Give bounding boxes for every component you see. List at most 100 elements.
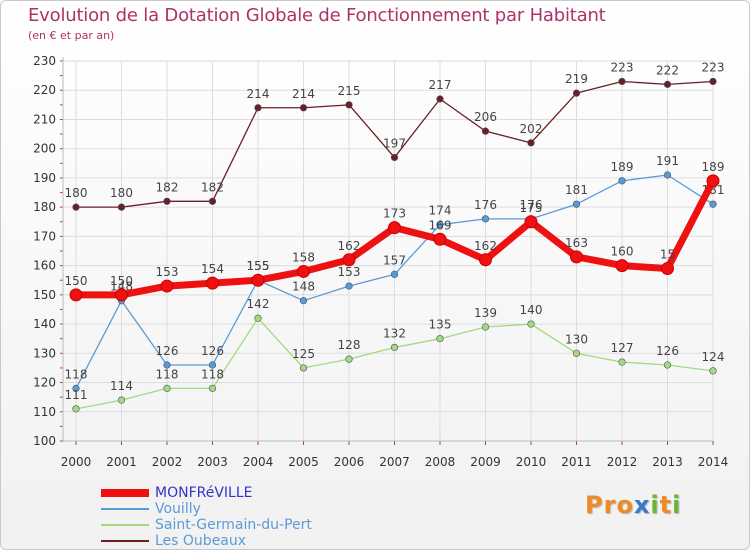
data-label: 223 <box>611 60 634 74</box>
data-label: 125 <box>292 347 315 361</box>
data-point <box>709 77 717 86</box>
y-tick-label: 110 <box>33 405 56 419</box>
data-label: 114 <box>110 379 133 393</box>
legend-swatch <box>101 489 149 497</box>
y-tick-label: 120 <box>33 376 56 390</box>
chart-title: Evolution de la Dotation Globale de Fonc… <box>28 5 606 26</box>
data-label: 140 <box>520 303 543 317</box>
y-tick-label: 150 <box>33 288 56 302</box>
y-tick-label: 130 <box>33 346 56 360</box>
data-point <box>206 276 219 290</box>
data-point <box>254 104 262 112</box>
data-point <box>436 95 444 103</box>
data-label: 118 <box>201 367 224 381</box>
data-label: 173 <box>383 207 406 221</box>
data-label: 160 <box>611 245 634 259</box>
data-label: 219 <box>565 72 588 86</box>
data-label: 174 <box>429 204 452 218</box>
data-label: 180 <box>65 186 88 200</box>
data-label: 175 <box>520 201 543 215</box>
data-label: 215 <box>338 84 361 98</box>
data-point <box>72 384 80 392</box>
data-point <box>390 153 399 162</box>
data-label: 182 <box>156 180 179 194</box>
logo-letter: x <box>633 491 651 519</box>
logo-letter: r <box>603 491 617 519</box>
x-tick-label: 2000 <box>61 455 92 469</box>
data-point <box>570 250 583 264</box>
y-tick-label: 230 <box>33 54 56 68</box>
data-label: 135 <box>429 318 452 332</box>
data-label: 182 <box>201 180 224 194</box>
data-label: 126 <box>201 344 224 358</box>
data-point <box>72 405 80 413</box>
data-label: 128 <box>338 338 361 352</box>
x-tick-label: 2014 <box>698 455 729 469</box>
data-label: 111 <box>65 388 88 402</box>
data-label: 162 <box>474 239 497 253</box>
data-label: 163 <box>565 236 588 250</box>
data-point <box>72 203 80 211</box>
data-point <box>342 253 356 267</box>
x-tick-label: 2011 <box>561 455 592 469</box>
y-tick-label: 190 <box>33 171 56 185</box>
y-tick-label: 210 <box>33 112 56 126</box>
data-label: 169 <box>429 218 452 232</box>
data-point <box>117 396 126 404</box>
data-point <box>618 358 626 366</box>
data-label: 153 <box>156 265 179 279</box>
y-tick-label: 180 <box>33 200 56 214</box>
data-point <box>163 384 171 392</box>
data-point <box>709 367 717 375</box>
data-point <box>661 262 674 276</box>
data-point <box>709 200 717 208</box>
data-point <box>208 384 217 392</box>
data-point <box>572 200 581 208</box>
y-tick-label: 160 <box>33 259 56 273</box>
data-point <box>572 89 581 97</box>
data-point <box>345 355 353 363</box>
data-point <box>481 127 490 135</box>
data-label: 157 <box>383 253 406 267</box>
x-tick-label: 2003 <box>197 455 228 469</box>
data-label: 162 <box>338 239 361 253</box>
data-label: 150 <box>65 274 88 288</box>
data-point <box>69 288 83 302</box>
data-label: 202 <box>520 122 543 136</box>
data-point <box>208 361 217 369</box>
data-point <box>436 221 444 229</box>
data-label: 142 <box>247 297 270 311</box>
legend-swatch <box>101 524 149 526</box>
data-label: 189 <box>611 160 634 174</box>
proxiti-logo: Proxiti <box>585 491 681 519</box>
data-label: 155 <box>247 259 270 273</box>
x-tick-label: 2012 <box>607 455 638 469</box>
data-label: 197 <box>383 136 406 150</box>
logo-letter: i <box>672 491 682 519</box>
legend-label: Saint-Germain-du-Pert <box>155 517 312 533</box>
data-label: 153 <box>338 265 361 279</box>
x-tick-label: 2002 <box>152 455 183 469</box>
data-point <box>706 174 720 188</box>
data-point <box>572 349 581 357</box>
data-label: 124 <box>702 350 725 364</box>
data-point <box>618 177 626 185</box>
data-point <box>254 314 262 322</box>
data-point <box>663 171 672 179</box>
data-point <box>390 343 399 352</box>
data-point <box>481 215 490 223</box>
x-tick-label: 2005 <box>288 455 319 469</box>
data-label: 158 <box>292 250 315 264</box>
data-point <box>527 320 535 328</box>
data-point <box>163 361 171 369</box>
data-label: 150 <box>110 274 133 288</box>
data-label: 176 <box>520 198 543 212</box>
y-tick-label: 220 <box>33 83 56 97</box>
data-label: 155 <box>247 259 270 273</box>
x-tick-label: 2008 <box>425 455 456 469</box>
data-point <box>390 270 399 278</box>
data-label: 148 <box>292 280 315 294</box>
y-tick-label: 170 <box>33 229 56 243</box>
data-point <box>163 197 171 205</box>
